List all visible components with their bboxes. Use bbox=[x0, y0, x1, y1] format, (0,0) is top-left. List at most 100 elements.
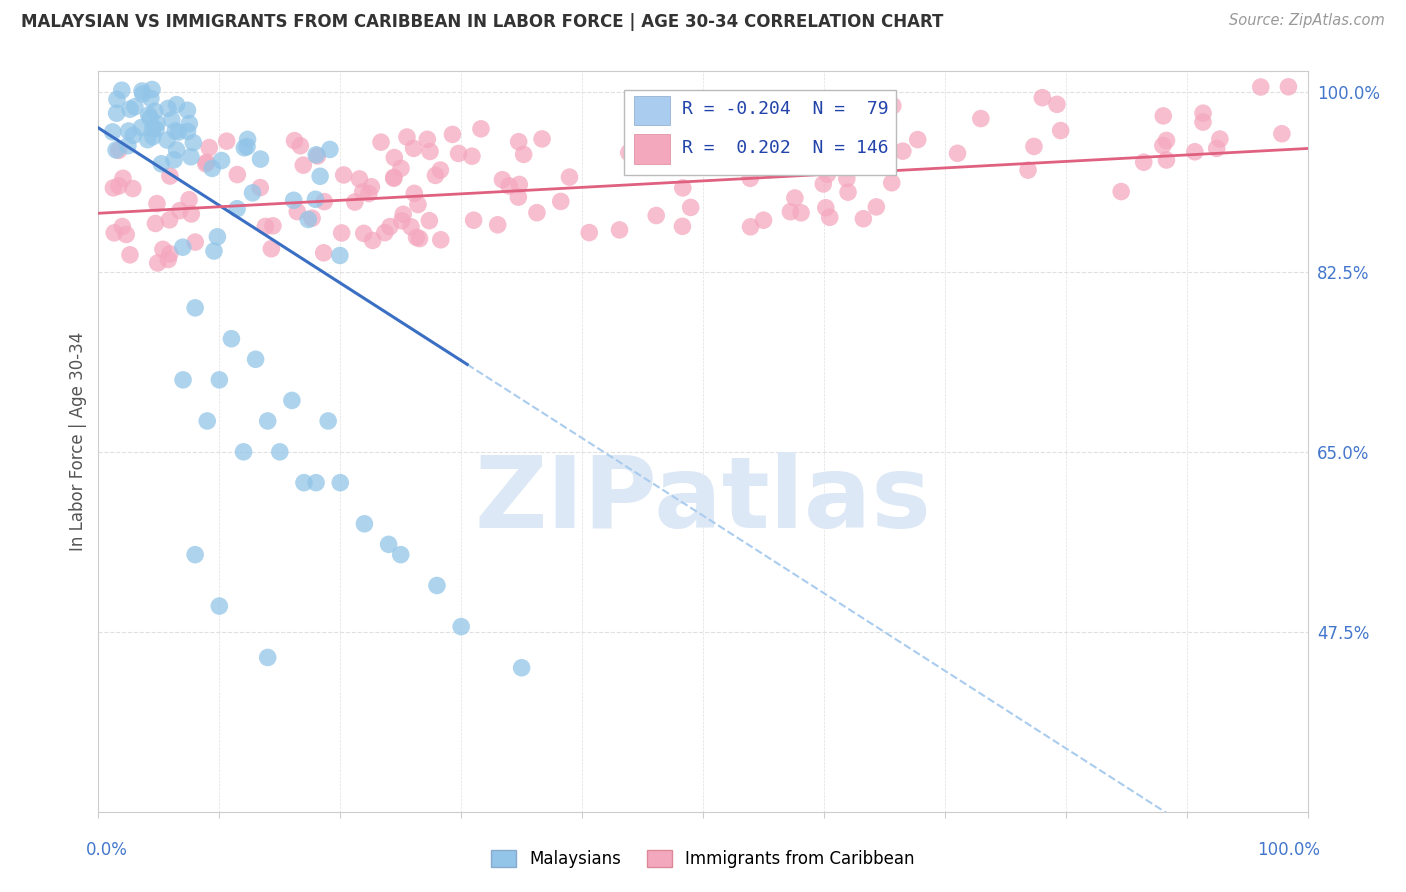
Point bbox=[374, 226, 396, 240]
Point bbox=[389, 548, 412, 562]
Point bbox=[349, 172, 371, 186]
Point bbox=[856, 97, 879, 112]
Point bbox=[304, 192, 326, 206]
Point bbox=[361, 234, 384, 248]
Point bbox=[783, 191, 806, 205]
Point bbox=[405, 230, 427, 244]
Point bbox=[184, 235, 207, 249]
Point bbox=[1156, 133, 1178, 147]
Point bbox=[256, 414, 278, 428]
Point bbox=[297, 212, 319, 227]
Point bbox=[208, 599, 231, 613]
Point bbox=[172, 373, 194, 387]
Point bbox=[202, 244, 225, 258]
Point bbox=[512, 147, 534, 161]
FancyBboxPatch shape bbox=[634, 135, 671, 164]
Point bbox=[486, 218, 509, 232]
Point bbox=[1156, 153, 1178, 167]
Point bbox=[837, 185, 859, 199]
Point bbox=[756, 154, 779, 169]
Point bbox=[111, 219, 134, 234]
Point bbox=[138, 108, 160, 122]
Point bbox=[232, 445, 254, 459]
Point bbox=[309, 169, 332, 184]
Point bbox=[160, 112, 183, 127]
Point bbox=[378, 219, 401, 234]
Text: MALAYSIAN VS IMMIGRANTS FROM CARIBBEAN IN LABOR FORCE | AGE 30-34 CORRELATION CH: MALAYSIAN VS IMMIGRANTS FROM CARIBBEAN I… bbox=[21, 13, 943, 31]
Point bbox=[491, 172, 513, 186]
Point bbox=[352, 185, 374, 199]
Point bbox=[226, 168, 249, 182]
Point bbox=[357, 186, 380, 201]
Point bbox=[111, 171, 134, 186]
Point bbox=[634, 125, 657, 139]
Point bbox=[1152, 109, 1174, 123]
Point bbox=[108, 178, 131, 193]
Point bbox=[159, 247, 181, 261]
Point bbox=[118, 248, 141, 262]
Point bbox=[946, 146, 969, 161]
Point bbox=[314, 194, 336, 209]
Point bbox=[880, 176, 903, 190]
Point bbox=[312, 245, 335, 260]
Point bbox=[316, 414, 339, 428]
Point bbox=[1192, 115, 1215, 129]
Y-axis label: In Labor Force | Age 30-34: In Labor Force | Age 30-34 bbox=[69, 332, 87, 551]
Point bbox=[1132, 155, 1154, 169]
Point bbox=[891, 144, 914, 158]
Point bbox=[115, 227, 138, 242]
Point bbox=[832, 159, 855, 173]
Point bbox=[728, 159, 751, 173]
Point bbox=[865, 200, 887, 214]
Point bbox=[558, 170, 581, 185]
Point bbox=[1184, 145, 1206, 159]
Point bbox=[146, 256, 169, 270]
Point bbox=[242, 186, 264, 200]
Point bbox=[103, 226, 125, 240]
Point bbox=[283, 134, 305, 148]
Point bbox=[406, 197, 429, 211]
Point bbox=[377, 537, 399, 551]
Point bbox=[624, 105, 647, 120]
Point bbox=[319, 143, 342, 157]
Point bbox=[118, 102, 141, 116]
Point bbox=[790, 206, 813, 220]
Point bbox=[177, 193, 200, 207]
Point bbox=[105, 106, 128, 120]
Point bbox=[292, 158, 315, 172]
Point bbox=[450, 619, 472, 633]
Point bbox=[150, 157, 173, 171]
Point bbox=[370, 135, 392, 149]
Point bbox=[389, 161, 412, 176]
Point bbox=[262, 219, 284, 233]
Point bbox=[332, 168, 354, 182]
Point bbox=[419, 145, 441, 159]
Point bbox=[194, 157, 217, 171]
Point bbox=[142, 121, 165, 136]
Point bbox=[609, 223, 631, 237]
Point bbox=[811, 119, 834, 133]
Point bbox=[215, 134, 238, 148]
Point bbox=[617, 145, 640, 160]
Point bbox=[146, 196, 169, 211]
Point bbox=[817, 167, 839, 181]
Point bbox=[169, 203, 191, 218]
Point bbox=[526, 205, 548, 219]
Point bbox=[392, 207, 415, 221]
Point bbox=[180, 150, 202, 164]
Point bbox=[117, 138, 139, 153]
Point bbox=[806, 134, 828, 148]
Point bbox=[329, 475, 352, 490]
Point bbox=[330, 226, 353, 240]
Point bbox=[101, 125, 124, 139]
Point bbox=[139, 91, 162, 105]
Point bbox=[671, 219, 693, 234]
FancyBboxPatch shape bbox=[624, 90, 897, 175]
Point bbox=[124, 100, 146, 114]
Point bbox=[329, 248, 352, 262]
Point bbox=[198, 140, 221, 154]
Point bbox=[852, 211, 875, 226]
Point bbox=[1152, 138, 1174, 153]
Point bbox=[166, 143, 188, 157]
Point bbox=[740, 219, 762, 234]
